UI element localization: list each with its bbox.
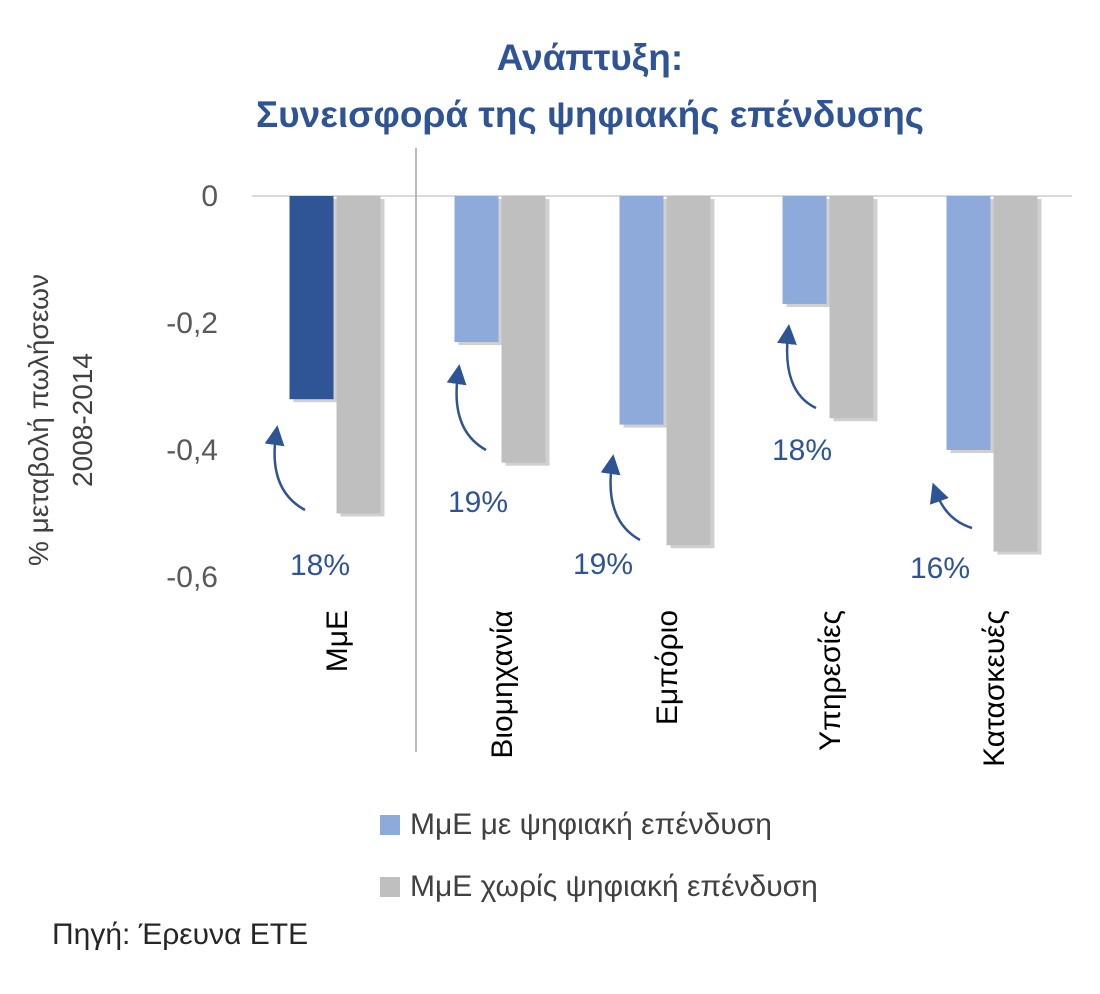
y-tick-label: -0,6 bbox=[166, 561, 218, 594]
legend-swatch bbox=[380, 877, 400, 897]
bar-with-investment bbox=[454, 196, 499, 343]
annotation-percentage: 19% bbox=[573, 548, 633, 581]
category-label: Υπηρεσίες bbox=[814, 610, 847, 751]
bar-without-investment bbox=[501, 196, 546, 463]
annotation-arrow bbox=[446, 364, 487, 452]
category-label: Βιομηχανία bbox=[486, 610, 519, 759]
legend-label: ΜμΕ χωρίς ψηφιακή επένδυση bbox=[410, 870, 818, 903]
bar-with-investment bbox=[946, 196, 991, 450]
legend-item-without-investment: ΜμΕ χωρίς ψηφιακή επένδυση bbox=[380, 870, 818, 904]
legend-label: ΜμΕ με ψηφιακή επένδυση bbox=[410, 808, 772, 841]
annotation-percentage: 16% bbox=[910, 552, 970, 585]
chart-title: Ανάπτυξη: bbox=[496, 37, 684, 78]
y-axis-label-line1: % μεταβολή πωλήσεων bbox=[23, 274, 54, 566]
annotation-percentage: 18% bbox=[290, 549, 350, 582]
bar-with-investment bbox=[619, 196, 664, 425]
bar-with-investment bbox=[289, 196, 334, 400]
y-axis-label-line2: 2008-2014 bbox=[67, 353, 98, 487]
category-label: Εμπόριο bbox=[651, 610, 684, 725]
annotation-arrow bbox=[929, 482, 973, 530]
category-label: Κατασκευές bbox=[978, 610, 1011, 767]
bar-with-investment bbox=[782, 196, 827, 304]
annotation-percentage: 18% bbox=[772, 434, 832, 467]
y-tick-label: -0,2 bbox=[166, 307, 218, 340]
y-tick-label: -0,4 bbox=[166, 434, 218, 467]
legend-swatch bbox=[380, 815, 400, 835]
bar-without-investment bbox=[336, 196, 381, 514]
legend-item-with-investment: ΜμΕ με ψηφιακή επένδυση bbox=[380, 808, 772, 842]
bar-without-investment bbox=[666, 196, 711, 546]
annotation-arrow bbox=[600, 454, 641, 542]
y-tick-label: 0 bbox=[201, 180, 218, 213]
bar-without-investment bbox=[993, 196, 1038, 552]
category-label: ΜμΕ bbox=[321, 610, 354, 672]
source-note: Πηγή: Έρευνα ΕΤΕ bbox=[52, 918, 309, 951]
chart-subtitle: Συνεισφορά της ψηφιακής επένδυσης bbox=[255, 94, 925, 135]
bar-without-investment bbox=[829, 196, 874, 419]
annotation-percentage: 19% bbox=[448, 486, 508, 519]
annotation-arrow bbox=[777, 324, 817, 410]
annotation-arrow bbox=[264, 425, 306, 512]
